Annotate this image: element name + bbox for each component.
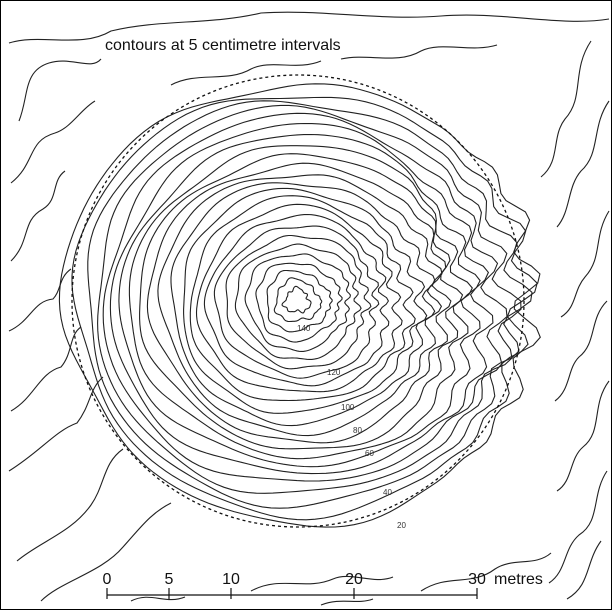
bg-contour-line: [170, 60, 322, 86]
mound-contour-line: [146, 162, 452, 444]
mound-contour-line: [109, 122, 494, 475]
contour-labels: 140 120 100 80 60 40 20: [297, 324, 406, 530]
mound-contour-line: [244, 253, 351, 352]
bg-contour-line: [10, 100, 96, 184]
scale-label: 0: [103, 571, 112, 588]
contour-label: 80: [353, 426, 362, 435]
scale-label: 30: [468, 571, 486, 588]
mound-contour-line: [234, 243, 362, 360]
contour-label: 120: [327, 368, 341, 377]
contour-label: 100: [341, 403, 355, 412]
contour-label: 20: [397, 521, 406, 530]
scale-unit-label: metres: [494, 571, 543, 588]
bg-contour-line: [8, 11, 610, 44]
bg-contour-line: [16, 448, 124, 562]
bg-contour-line: [554, 300, 608, 402]
bg-contour-line: [10, 326, 82, 412]
mound-contour-line: [102, 112, 508, 482]
mound-contour-line: [58, 83, 541, 528]
mound-contour-line: [118, 133, 481, 468]
mound-contour-line: [213, 225, 380, 379]
scale-label: 10: [222, 571, 240, 588]
bg-contour-line: [130, 596, 186, 602]
bg-contour-line: [40, 502, 172, 602]
bg-contour-line: [560, 210, 610, 318]
mound-contour-line: [273, 277, 323, 323]
scale-bar: [106, 588, 478, 599]
bg-contour-line: [10, 170, 66, 262]
mound-contour-line: [225, 234, 372, 370]
scale-label: 5: [165, 571, 174, 588]
bg-contour-line: [8, 376, 104, 472]
bg-contour-line: [556, 380, 610, 492]
mound-boundary-circle: [71, 74, 525, 528]
mound-contour-line: [71, 96, 538, 521]
mound-contour-line: [128, 145, 473, 460]
bg-contour-line: [540, 40, 592, 178]
mound-contour-line: [281, 285, 312, 314]
mound-contour-line: [139, 153, 464, 450]
mound-contour-line: [203, 213, 390, 387]
mound-contour-line: [255, 262, 343, 343]
contour-label: 40: [383, 488, 392, 497]
mound-contour-line: [157, 174, 443, 437]
mound-contour-line: [195, 203, 403, 393]
contour-label: 140: [297, 324, 311, 333]
bg-contour-line: [18, 58, 102, 122]
bg-contour-line: [320, 598, 374, 606]
mound-contours: [58, 83, 541, 528]
map-caption: contours at 5 centimetre intervals: [105, 37, 341, 54]
mound-contour-line: [170, 182, 436, 427]
bg-contour-line: [548, 470, 608, 584]
mound-contour-line: [87, 100, 533, 509]
mound-contour-line: [189, 195, 416, 402]
scale-labels: 0 5 10 20 30 metres: [103, 571, 543, 588]
bg-contour-line: [556, 100, 610, 228]
background-contours: [8, 11, 610, 606]
bg-contour-line: [340, 44, 498, 60]
mound-contour-line: [183, 187, 428, 414]
bg-contour-line: [8, 268, 72, 332]
contour-label: 60: [365, 449, 374, 458]
bg-contour-line: [566, 540, 602, 600]
scale-label: 20: [345, 571, 363, 588]
bg-contour-line: [420, 552, 552, 592]
mound-contour-line: [266, 269, 333, 333]
mound-contour-line: [97, 104, 522, 494]
bg-contour-line: [250, 575, 394, 592]
